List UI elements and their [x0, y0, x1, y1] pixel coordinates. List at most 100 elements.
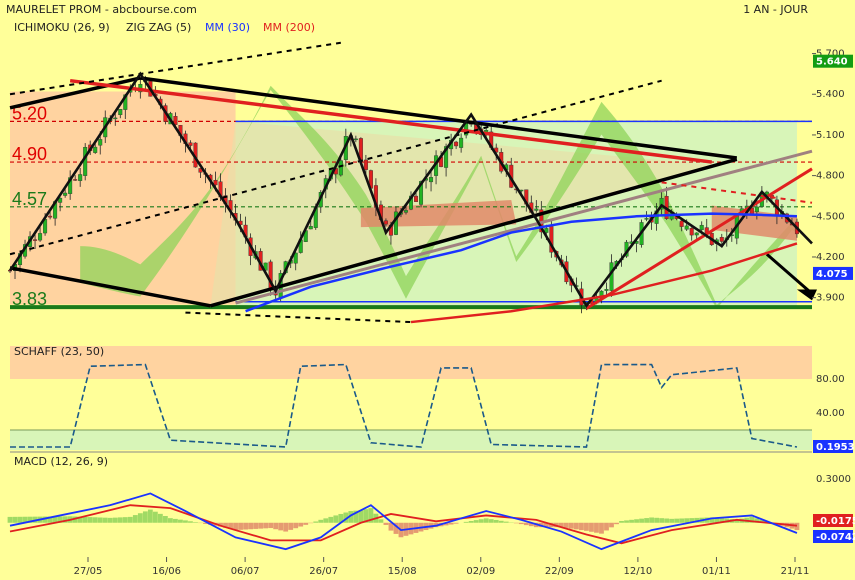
macd-histogram-bar	[448, 522, 454, 525]
macd-signal-line	[9, 504, 798, 545]
level-label-2: 4.57	[12, 189, 47, 209]
macd-histogram-bar	[258, 522, 264, 529]
macd-histogram-bar	[52, 516, 58, 523]
macd-histogram-bar	[122, 517, 128, 523]
macd-histogram-bar	[333, 515, 339, 523]
macd-histogram-bar	[127, 516, 133, 523]
candle-body	[213, 180, 218, 186]
macd-histogram-bar	[719, 518, 725, 523]
macd-histogram-bar	[584, 522, 589, 531]
macd-histogram-bar	[358, 510, 364, 523]
price-tick-label: 3.900	[816, 293, 845, 304]
price-tick-label: 5.700	[816, 49, 845, 60]
macd-histogram-bar	[323, 518, 329, 523]
macd-histogram-bar	[558, 522, 564, 528]
candle-body	[644, 218, 649, 220]
candle-body	[429, 177, 434, 183]
macd-histogram-bar	[624, 520, 629, 523]
macd-line	[9, 492, 798, 551]
macd-histogram-bar	[142, 511, 148, 523]
macd-histogram-bar	[759, 519, 765, 523]
candle-body	[363, 159, 368, 170]
macd-histogram-bar	[278, 522, 284, 531]
macd-histogram-bar	[363, 509, 369, 523]
ichimoku-cloud-bear-1	[360, 200, 517, 228]
top-price-label: 5.640	[816, 57, 848, 68]
macd-histogram-bar	[303, 522, 309, 525]
macd-histogram-bar	[243, 522, 248, 530]
candle-body	[699, 224, 704, 231]
macd-histogram-bar	[574, 522, 579, 530]
candle-body	[414, 195, 419, 202]
trend-lower-1	[9, 266, 211, 308]
candle-body	[293, 252, 298, 264]
macd-histogram-bar	[137, 513, 143, 523]
macd-histogram-bar	[97, 517, 103, 523]
macd-histogram-bar	[12, 516, 18, 523]
macd-histogram-bar	[669, 518, 675, 523]
candle-body	[689, 227, 694, 236]
macd-histogram-bar	[689, 518, 695, 523]
price-tick-label: 4.800	[816, 171, 845, 182]
x-tick-label: 02/09	[466, 566, 495, 577]
macd-histogram-bar	[649, 517, 654, 523]
legend-ichimoku: ICHIMOKU (26, 9)	[14, 21, 110, 34]
macd-histogram-bar	[107, 517, 113, 523]
x-tick-label: 01/11	[702, 566, 731, 577]
macd-histogram-bar	[298, 522, 304, 527]
trend-lower-2	[210, 157, 738, 308]
x-tick-label: 12/10	[623, 566, 652, 577]
macd-histogram-bar	[754, 518, 760, 523]
candle-body	[609, 262, 614, 291]
candle-body	[604, 289, 609, 291]
macd-histogram-bar	[188, 521, 193, 523]
macd-histogram-bar	[152, 511, 158, 523]
macd-histogram-bar	[734, 519, 740, 523]
macd-histogram-bar	[273, 522, 279, 530]
schaff-value-label: 0.1953	[816, 442, 855, 453]
macd-histogram-bar	[318, 519, 324, 523]
macd-histogram-bar	[473, 520, 479, 523]
macd-histogram-bar	[203, 522, 208, 524]
price-tick-label: 4.500	[816, 211, 845, 222]
macd-histogram-bar	[132, 515, 138, 523]
macd-histogram-bar	[543, 522, 549, 528]
macd-histogram-bar	[348, 511, 354, 523]
macd-histogram-bar	[57, 516, 63, 523]
macd-histogram-bar	[498, 520, 504, 523]
macd-histogram-bar	[263, 522, 269, 529]
candle-body	[63, 192, 68, 196]
schaff-line	[10, 363, 798, 448]
candle-body	[338, 160, 343, 176]
candle-body	[454, 141, 459, 147]
candle-body	[48, 215, 53, 218]
candle-body	[719, 237, 724, 242]
candle-body	[419, 181, 424, 205]
macd-histogram-bar	[463, 521, 469, 523]
legend-mm200: MM (200)	[263, 21, 315, 34]
candle-body	[33, 239, 38, 241]
schaff-tick-label: 40.00	[816, 408, 845, 419]
macd-histogram-bar	[328, 516, 334, 523]
legend-mm30: MM (30)	[205, 21, 250, 34]
trend-mauve	[235, 149, 813, 305]
macd-tick-label: 0.3000	[816, 474, 851, 485]
macd-histogram-bar	[147, 509, 153, 523]
macd-histogram-bar	[579, 522, 584, 531]
macd-histogram-bar	[162, 516, 168, 523]
macd-histogram-bar	[223, 522, 228, 528]
trend-red-upper	[69, 78, 712, 164]
macd-histogram-bar	[72, 516, 78, 523]
macd-histogram-bar	[22, 516, 28, 523]
schaff-overbought-zone	[10, 346, 812, 379]
trend-dotted-1	[9, 79, 662, 256]
x-tick-label: 06/07	[231, 566, 260, 577]
macd-histogram-bar	[679, 518, 685, 523]
zone-orange	[10, 91, 236, 305]
candle-body	[173, 116, 178, 125]
macd-histogram-bar	[102, 517, 108, 523]
top-price-box	[813, 54, 853, 68]
macd-histogram-bar	[268, 522, 274, 529]
